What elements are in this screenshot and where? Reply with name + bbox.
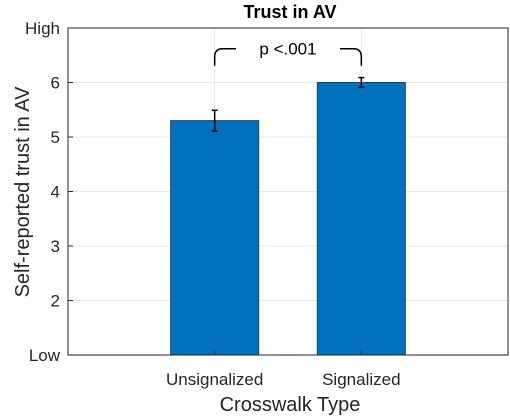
y-ticks: Low 2 3 4 5 6 High xyxy=(25,19,73,365)
y-tick-label: 6 xyxy=(51,74,60,93)
bracket-line xyxy=(213,47,363,66)
gridlines xyxy=(68,27,508,356)
x-ticks: Unsignalized Signalized xyxy=(166,350,401,389)
x-tick-label: Unsignalized xyxy=(166,370,263,389)
y-tick-label: 2 xyxy=(51,292,60,311)
chart-title: Trust in AV xyxy=(243,2,336,22)
y-tick-label: 4 xyxy=(51,183,60,202)
y-tick-label: High xyxy=(25,19,60,38)
significance-label: p <.001 xyxy=(259,40,316,59)
bar xyxy=(170,120,260,356)
plot-area: p <.001 Low 2 3 4 5 6 High Unsignalized Signali… xyxy=(25,19,509,389)
y-tick-label: 5 xyxy=(51,128,60,147)
bars xyxy=(170,76,406,356)
x-tick-label: Signalized xyxy=(322,370,400,389)
y-tick-label: 3 xyxy=(51,237,60,256)
significance-bracket: p <.001 xyxy=(213,40,363,66)
bar xyxy=(316,82,406,356)
y-tick-label: Low xyxy=(29,346,61,365)
y-axis-label: Self-reported trust in AV xyxy=(12,86,34,298)
x-axis-label: Crosswalk Type xyxy=(220,394,361,416)
